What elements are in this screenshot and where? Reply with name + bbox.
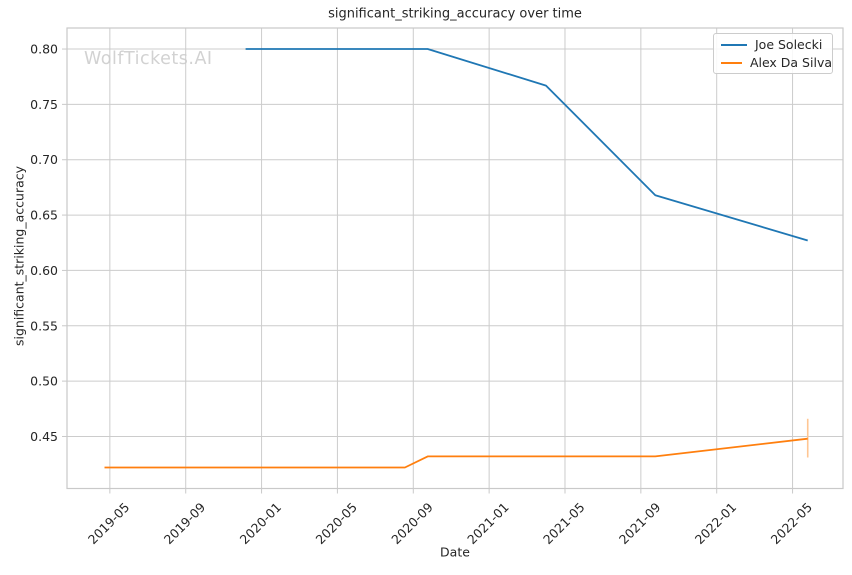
legend-label-alex-da-silva: Alex Da Silva bbox=[749, 55, 832, 70]
y-tick-label: 0.70 bbox=[30, 152, 58, 167]
y-tick-label: 0.65 bbox=[30, 208, 58, 223]
legend-item-alex-da-silva: Alex Da Silva bbox=[721, 55, 832, 70]
legend: Joe Solecki Alex Da Silva bbox=[713, 33, 833, 74]
series-line-alex-da-silva bbox=[104, 437, 808, 469]
x-tick-label: 2019-09 bbox=[161, 500, 209, 548]
x-tick-label: 2022-05 bbox=[768, 500, 816, 548]
series-line-joe-solecki bbox=[245, 48, 808, 242]
x-tick-label: 2021-09 bbox=[616, 500, 664, 548]
x-axis-label: Date bbox=[440, 544, 470, 560]
legend-item-joe-solecki: Joe Solecki bbox=[721, 37, 832, 52]
y-tick-label: 0.50 bbox=[30, 374, 58, 389]
legend-line-swatch-blue bbox=[721, 43, 747, 46]
x-tick-label: 2021-01 bbox=[464, 500, 512, 548]
chart-title: significant_striking_accuracy over time bbox=[328, 6, 582, 22]
x-tick-label: 2021-05 bbox=[540, 500, 588, 548]
legend-label-joe-solecki: Joe Solecki bbox=[755, 37, 823, 52]
x-tick-label: 2020-01 bbox=[237, 500, 285, 548]
x-tick-label: 2019-05 bbox=[85, 500, 133, 548]
x-tick-label: 2020-09 bbox=[388, 500, 436, 548]
x-tick-label: 2020-05 bbox=[312, 500, 360, 548]
y-tick-label: 0.80 bbox=[30, 42, 58, 57]
plot-border bbox=[66, 27, 844, 490]
y-tick-label: 0.55 bbox=[30, 318, 58, 333]
legend-line-swatch-orange bbox=[721, 61, 742, 64]
x-tick-label: 2022-01 bbox=[692, 500, 740, 548]
y-tick-label: 0.75 bbox=[30, 97, 58, 112]
y-tick-label: 0.60 bbox=[30, 263, 58, 278]
y-tick-label: 0.45 bbox=[30, 429, 58, 444]
watermark: WolfTickets.AI bbox=[84, 49, 213, 69]
